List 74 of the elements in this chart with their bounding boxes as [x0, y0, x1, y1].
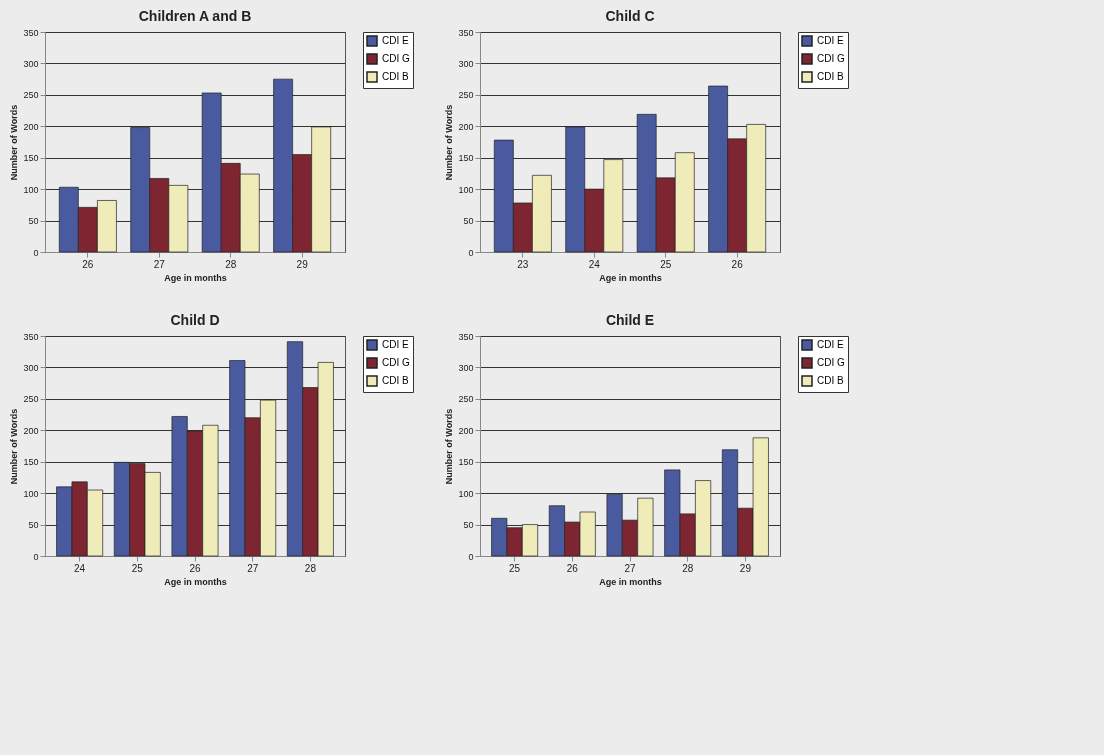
x-tick-label: 25 [131, 562, 144, 574]
x-tick-label: 24 [74, 562, 86, 574]
y-tick-label: 200 [458, 121, 474, 132]
y-tick-label: 150 [23, 153, 39, 164]
legend-label: CDI E [382, 339, 409, 350]
y-tick-label: 250 [458, 90, 474, 101]
x-axis-title: Age in months [164, 272, 227, 283]
x-tick-label: 27 [153, 258, 166, 270]
x-axis-title: Age in months [164, 576, 227, 587]
legend-label: CDI G [382, 357, 410, 368]
y-tick-label: 50 [463, 520, 474, 531]
y-tick-label: 350 [23, 27, 39, 38]
legend-label: CDI B [817, 375, 844, 386]
x-tick-label: 26 [82, 258, 94, 270]
y-tick-label: 300 [23, 58, 39, 69]
y-tick-label: 250 [23, 394, 39, 405]
x-tick-label: 23 [517, 258, 529, 270]
legend-label: CDI G [817, 53, 845, 64]
y-tick-label: 250 [458, 394, 474, 405]
y-axis-title: Number of Words [9, 408, 20, 485]
x-tick-label: 28 [225, 258, 237, 270]
legend-label: CDI B [382, 375, 409, 386]
y-tick-label: 50 [463, 216, 474, 227]
y-tick-label: 150 [23, 457, 39, 468]
y-tick-label: 100 [458, 184, 474, 195]
x-axis-title: Age in months [599, 272, 662, 283]
y-tick-label: 0 [33, 551, 39, 562]
legend-label: CDI G [817, 357, 845, 368]
chart-title: Child D [170, 312, 220, 328]
legend-label: CDI E [817, 339, 844, 350]
x-tick-label: 27 [624, 562, 636, 574]
y-tick-label: 350 [458, 331, 474, 342]
x-tick-label: 26 [731, 258, 744, 270]
y-axis-title: Number of Words [444, 104, 455, 181]
y-tick-label: 300 [458, 58, 474, 69]
y-tick-label: 350 [23, 331, 39, 342]
y-axis-title: Number of Words [9, 104, 20, 181]
chart-title: Child E [605, 312, 655, 328]
x-tick-label: 24 [588, 258, 601, 270]
y-tick-label: 150 [458, 153, 474, 164]
y-tick-label: 200 [458, 425, 474, 436]
y-tick-label: 0 [468, 551, 474, 562]
y-tick-label: 300 [458, 362, 474, 373]
x-tick-label: 27 [247, 562, 259, 574]
y-tick-label: 100 [23, 184, 39, 195]
y-tick-label: 350 [458, 27, 474, 38]
x-tick-label: 26 [566, 562, 579, 574]
y-tick-label: 50 [28, 520, 39, 531]
y-tick-label: 100 [23, 488, 39, 499]
x-tick-label: 26 [189, 562, 201, 574]
y-tick-label: 50 [28, 216, 39, 227]
x-tick-label: 25 [660, 258, 672, 270]
legend-label: CDI B [817, 71, 844, 82]
y-tick-label: 0 [33, 247, 39, 258]
x-tick-label: 25 [509, 562, 521, 574]
x-tick-label: 28 [304, 562, 317, 574]
legend-label: CDI G [382, 53, 410, 64]
legend-label: CDI E [382, 35, 409, 46]
chart-title: Child C [605, 8, 655, 24]
y-tick-label: 150 [458, 457, 474, 468]
y-tick-label: 0 [468, 247, 474, 258]
y-tick-label: 250 [23, 90, 39, 101]
x-tick-label: 28 [682, 562, 694, 574]
chart-title: Children A and B [138, 8, 252, 24]
x-axis-title: Age in months [599, 576, 662, 587]
y-tick-label: 200 [23, 425, 39, 436]
legend-label: CDI B [382, 71, 409, 82]
y-tick-label: 200 [23, 121, 39, 132]
legend-label: CDI E [817, 35, 844, 46]
y-tick-label: 300 [23, 362, 39, 373]
x-tick-label: 29 [739, 562, 752, 574]
y-tick-label: 100 [458, 488, 474, 499]
x-tick-label: 29 [296, 258, 309, 270]
y-axis-title: Number of Words [444, 408, 455, 485]
